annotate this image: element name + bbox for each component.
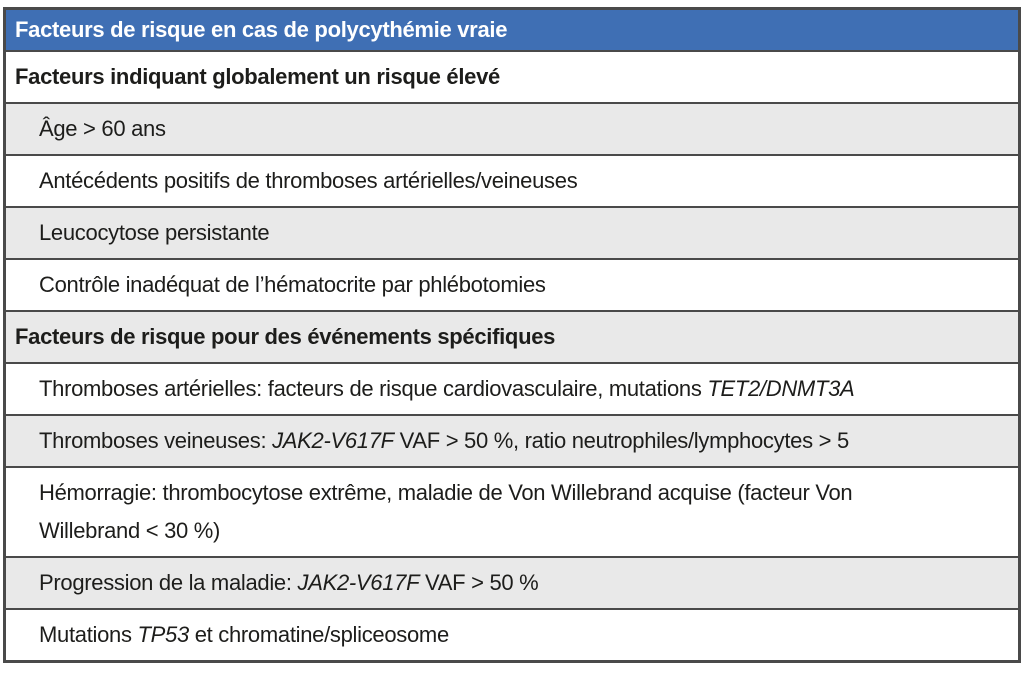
row-text: VAF > 50 %, ratio neutrophiles/lymphocyt… [393,428,850,453]
row-text: VAF > 50 % [419,570,539,595]
row-text: Leucocytose persistante [39,220,270,245]
row-text: Facteurs de risque pour des événements s… [15,324,556,349]
gene-name-italic: TP53 [137,622,190,647]
row-text: Thromboses veineuses: [39,428,273,453]
section-header-row: Facteurs de risque pour des événements s… [6,310,1018,362]
row-text: Hémorragie: thrombocytose extrême, malad… [39,480,853,543]
risk-factor-row: Contrôle inadéquat de l’hématocrite par … [6,258,1018,310]
row-text: Antécédents positifs de thromboses artér… [39,168,578,193]
row-text: Contrôle inadéquat de l’hématocrite par … [39,272,546,297]
row-text: Progression de la maladie: [39,570,298,595]
table-title: Facteurs de risque en cas de polycythémi… [6,10,1018,50]
table-rows: Facteurs indiquant globalement un risque… [6,50,1018,660]
row-text: Thromboses artérielles: facteurs de risq… [39,376,708,401]
risk-factor-row: Leucocytose persistante [6,206,1018,258]
risk-factor-row: Progression de la maladie: JAK2-V617F VA… [6,556,1018,608]
gene-name-italic: JAK2-V617F [272,428,394,453]
risk-factors-table: Facteurs de risque en cas de polycythémi… [3,7,1021,663]
gene-name-italic: TET2/DNMT3A [707,376,855,401]
section-header-row: Facteurs indiquant globalement un risque… [6,50,1018,102]
row-text: Âge > 60 ans [39,116,166,141]
row-text: et chromatine/spliceosome [188,622,450,647]
risk-factor-row: Thromboses veineuses: JAK2-V617F VAF > 5… [6,414,1018,466]
risk-factor-row: Thromboses artérielles: facteurs de risq… [6,362,1018,414]
risk-factor-row: Antécédents positifs de thromboses artér… [6,154,1018,206]
row-text: Facteurs indiquant globalement un risque… [15,64,500,89]
risk-factor-row: Hémorragie: thrombocytose extrême, malad… [6,466,1018,556]
risk-factor-row: Âge > 60 ans [6,102,1018,154]
risk-factor-row: Mutations TP53 et chromatine/spliceosome [6,608,1018,660]
row-text: Mutations [39,622,138,647]
gene-name-italic: JAK2-V617F [297,570,420,595]
